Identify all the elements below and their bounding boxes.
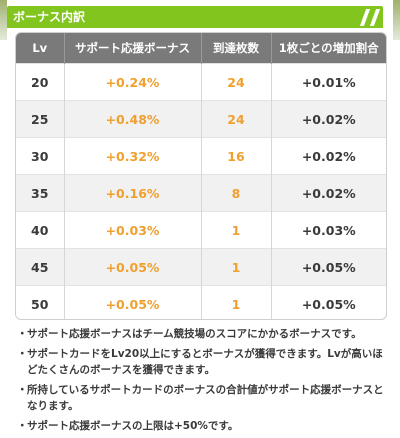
bullet: ・ xyxy=(17,328,28,340)
list-item: ・ サポートカードをLv20以上にするとボーナスが獲得できます。Lvが高いほどた… xyxy=(17,346,387,378)
list-item: ・ サポート応援ボーナスはチーム競技場のスコアにかかるボーナスです。 xyxy=(17,326,387,342)
table-header-row: Lv サポート応援ボーナス 到達枚数 1枚ごとの増加割合 xyxy=(16,33,386,64)
table-row: 40 +0.03% 1 +0.03% xyxy=(16,211,386,249)
column-header-reached-count: 到達枚数 xyxy=(200,33,271,64)
cell-increase: +0.02% xyxy=(270,137,386,175)
cell-count: 8 xyxy=(200,174,271,212)
note-text: 所持しているサポートカードのボーナスの合計値がサポート応援ボーナスとなります。 xyxy=(27,384,384,412)
cell-lv: 25 xyxy=(16,100,64,138)
column-header-support-bonus: サポート応援ボーナス xyxy=(63,33,201,64)
list-item: ・ サポート応援ボーナスの上限は+50%です。 xyxy=(17,418,387,434)
cell-bonus: +0.32% xyxy=(63,137,201,175)
cell-bonus: +0.48% xyxy=(63,100,201,138)
table-row: 30 +0.32% 16 +0.02% xyxy=(16,137,386,175)
table-row: 25 +0.48% 24 +0.02% xyxy=(16,100,386,138)
column-header-lv: Lv xyxy=(16,33,64,64)
cell-count: 1 xyxy=(200,211,271,249)
cell-lv: 35 xyxy=(16,174,64,212)
column-header-increase-rate: 1枚ごとの増加割合 xyxy=(270,33,386,64)
note-text: サポート応援ボーナスの上限は+50%です。 xyxy=(27,420,239,432)
cell-lv: 40 xyxy=(16,211,64,249)
bullet: ・ xyxy=(17,384,28,396)
section-title: ボーナス内訳 xyxy=(13,10,86,24)
bullet: ・ xyxy=(17,348,28,360)
bonus-table: Lv サポート応援ボーナス 到達枚数 1枚ごとの増加割合 20 +0.24% 2… xyxy=(15,32,387,320)
header-stripe-decoration xyxy=(369,9,381,26)
cell-count: 1 xyxy=(200,285,271,319)
cell-bonus: +0.24% xyxy=(63,63,201,101)
table-row: 50 +0.05% 1 +0.05% xyxy=(16,285,386,319)
table-row: 35 +0.16% 8 +0.02% xyxy=(16,174,386,212)
cell-bonus: +0.05% xyxy=(63,285,201,319)
cell-increase: +0.02% xyxy=(270,100,386,138)
notes-list: ・ サポート応援ボーナスはチーム競技場のスコアにかかるボーナスです。 ・ サポー… xyxy=(17,326,387,438)
cell-count: 24 xyxy=(200,100,271,138)
cell-count: 24 xyxy=(200,63,271,101)
note-text: サポート応援ボーナスはチーム競技場のスコアにかかるボーナスです。 xyxy=(27,328,362,340)
bullet: ・ xyxy=(17,420,28,432)
cell-increase: +0.03% xyxy=(270,211,386,249)
cell-count: 1 xyxy=(200,248,271,286)
list-item: ・ 所持しているサポートカードのボーナスの合計値がサポート応援ボーナスとなります… xyxy=(17,382,387,414)
cell-increase: +0.05% xyxy=(270,285,386,319)
cell-lv: 30 xyxy=(16,137,64,175)
header-stripe-decoration xyxy=(359,9,371,26)
note-text: サポートカードをLv20以上にするとボーナスが獲得できます。Lvが高いほどたくさ… xyxy=(27,348,383,376)
cell-bonus: +0.03% xyxy=(63,211,201,249)
cell-bonus: +0.16% xyxy=(63,174,201,212)
table-row: 45 +0.05% 1 +0.05% xyxy=(16,248,386,286)
cell-count: 16 xyxy=(200,137,271,175)
section-header: ボーナス内訳 xyxy=(7,6,383,28)
cell-lv: 20 xyxy=(16,63,64,101)
cell-lv: 50 xyxy=(16,285,64,319)
cell-increase: +0.01% xyxy=(270,63,386,101)
cell-increase: +0.02% xyxy=(270,174,386,212)
table-row: 20 +0.24% 24 +0.01% xyxy=(16,63,386,101)
cell-increase: +0.05% xyxy=(270,248,386,286)
cell-lv: 45 xyxy=(16,248,64,286)
cell-bonus: +0.05% xyxy=(63,248,201,286)
